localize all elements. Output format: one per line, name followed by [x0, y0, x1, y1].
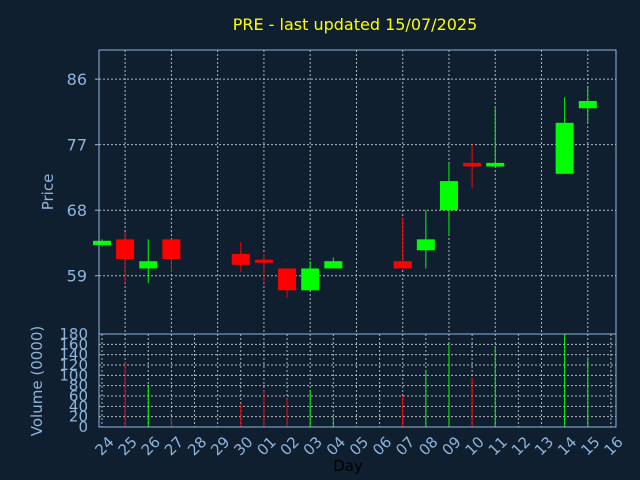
price-tick-label: 77 — [67, 136, 87, 155]
volume-grid — [99, 333, 616, 428]
candle-body — [93, 240, 111, 246]
price-tick-label: 59 — [67, 267, 87, 286]
price-candles — [93, 86, 597, 298]
volume-tick-label: 180 — [59, 325, 88, 343]
candle-body — [393, 261, 412, 269]
price-tick-label: 86 — [67, 70, 87, 89]
x-tick-label: 16 — [600, 433, 626, 459]
x-axis-label: Day — [333, 457, 363, 475]
volume-tick-label: 120 — [59, 356, 88, 374]
candle-body — [555, 122, 574, 174]
price-axis-label: Price — [39, 174, 57, 211]
price-panel-frame — [98, 49, 617, 335]
candle-body — [116, 239, 135, 259]
candle-body — [439, 181, 458, 211]
candle-body — [139, 261, 158, 269]
volume-tick-label: 20 — [69, 408, 88, 426]
candle-body — [324, 261, 343, 269]
price-axis: 59 68 77 86 — [67, 70, 99, 286]
volume-tick-label: 100 — [59, 366, 88, 384]
price-grid — [99, 50, 616, 334]
volume-bars — [124, 334, 589, 427]
x-axis: 2425262728293001020304050607080910111213… — [92, 433, 627, 459]
volume-panel-frame — [98, 333, 617, 428]
candle-body — [463, 162, 482, 167]
price-tick-label: 68 — [67, 201, 87, 220]
candle-body — [301, 268, 320, 291]
chart-title: PRE - last updated 15/07/2025 — [233, 15, 478, 34]
volume-tick-label: 80 — [69, 377, 88, 395]
candle-body — [254, 259, 273, 263]
volume-tick-label: 0 — [78, 418, 88, 436]
candle-body — [416, 239, 435, 251]
volume-tick-label: 40 — [69, 397, 88, 415]
volume-tick-label: 60 — [69, 387, 88, 405]
volume-tick-label: 140 — [59, 346, 88, 364]
candle-body — [278, 268, 297, 291]
candle-body — [578, 100, 597, 109]
volume-tick-label: 160 — [59, 335, 88, 353]
volume-axis-label: Volume (0000) — [28, 326, 46, 436]
candle-body — [162, 239, 181, 259]
candle-body — [486, 162, 505, 167]
candle-body — [231, 253, 250, 265]
